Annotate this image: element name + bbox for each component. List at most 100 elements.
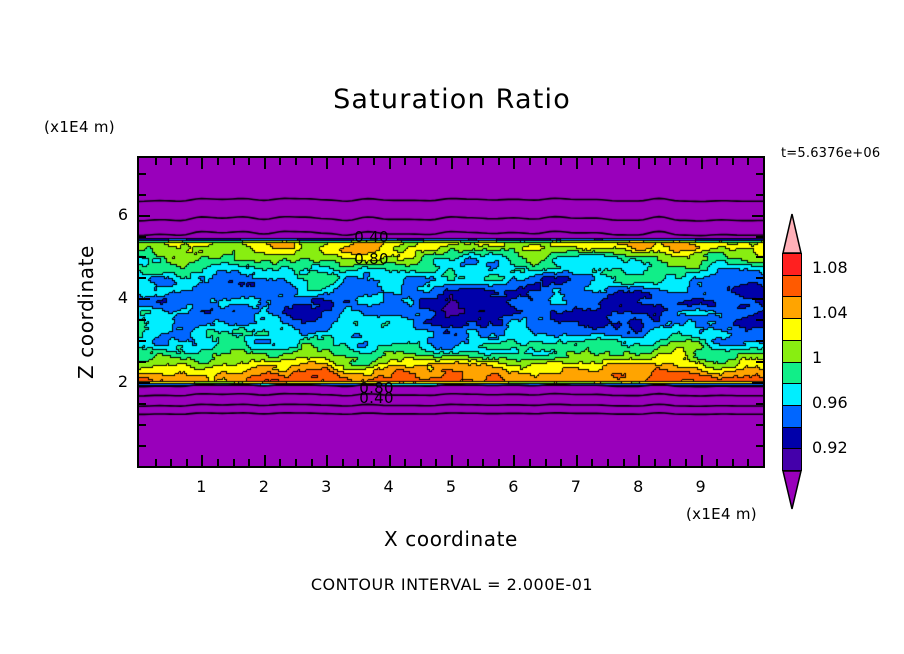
x-tick bbox=[154, 459, 157, 466]
x-tick-top bbox=[591, 158, 594, 165]
y-tick bbox=[139, 235, 146, 238]
x-tick bbox=[653, 459, 656, 466]
x-tick bbox=[575, 455, 578, 466]
y-tick bbox=[139, 298, 150, 301]
y-tick-right bbox=[756, 172, 763, 175]
colorbar-bottom-cap bbox=[782, 470, 802, 510]
y-tick bbox=[139, 445, 146, 448]
y-tick-right bbox=[756, 340, 763, 343]
x-tick-top bbox=[482, 158, 485, 165]
y-tick-right bbox=[756, 256, 763, 259]
x-tick bbox=[170, 459, 173, 466]
y-axis-title: Z coordinate bbox=[74, 245, 98, 379]
y-tick-right bbox=[756, 361, 763, 364]
x-tick-label: 3 bbox=[321, 477, 332, 496]
x-tick bbox=[201, 455, 204, 466]
y-tick bbox=[139, 340, 146, 343]
y-axis-unit-label: (x1E4 m) bbox=[44, 118, 115, 136]
x-tick-top bbox=[685, 158, 687, 165]
x-tick-top bbox=[341, 158, 344, 165]
x-tick-top bbox=[529, 158, 531, 165]
contour-value-label: 0.40 bbox=[354, 227, 389, 246]
y-tick bbox=[139, 193, 146, 196]
x-tick-top bbox=[326, 158, 329, 169]
y-tick-right bbox=[756, 403, 763, 406]
colorbar-band bbox=[782, 318, 802, 342]
x-tick-label: 5 bbox=[445, 477, 457, 496]
x-tick bbox=[622, 459, 625, 466]
y-tick bbox=[139, 382, 150, 385]
x-tick bbox=[435, 459, 438, 466]
x-tick-top bbox=[263, 158, 266, 169]
colorbar-band bbox=[782, 361, 802, 385]
x-axis-unit-label: (x1E4 m) bbox=[686, 505, 757, 523]
x-tick-top bbox=[575, 158, 578, 169]
x-tick bbox=[638, 455, 641, 466]
y-tick-label: 2 bbox=[117, 372, 128, 392]
x-tick-label: 4 bbox=[383, 477, 394, 496]
y-tick bbox=[139, 214, 150, 217]
x-tick bbox=[544, 459, 547, 466]
x-tick bbox=[669, 459, 672, 466]
colorbar-tick-label: 1.04 bbox=[812, 303, 848, 322]
y-tick-label: 4 bbox=[117, 288, 128, 308]
y-tick-right bbox=[756, 319, 763, 322]
y-tick-right bbox=[756, 193, 763, 196]
colorbar-band bbox=[782, 383, 802, 407]
x-axis-title: X coordinate bbox=[384, 527, 518, 551]
y-tick-right bbox=[756, 424, 763, 427]
x-tick bbox=[185, 459, 188, 466]
x-tick bbox=[497, 459, 500, 466]
x-tick-top bbox=[373, 158, 375, 165]
x-tick bbox=[700, 455, 703, 466]
page-title: Saturation Ratio bbox=[333, 84, 571, 115]
x-tick bbox=[731, 459, 734, 466]
x-tick-top bbox=[217, 158, 219, 165]
contour-plot-area: 0.40 0.80 0.80 0.40 bbox=[137, 156, 765, 468]
y-tick-right bbox=[756, 235, 763, 238]
y-tick-right bbox=[752, 298, 763, 301]
x-tick-label: 8 bbox=[633, 477, 644, 496]
colorbar-top-cap bbox=[782, 213, 802, 254]
contour-value-label: 0.40 bbox=[359, 388, 394, 407]
x-tick bbox=[404, 459, 407, 466]
x-tick bbox=[607, 459, 609, 466]
x-tick-top bbox=[185, 158, 188, 165]
y-tick-right bbox=[752, 382, 763, 385]
y-tick bbox=[139, 361, 146, 364]
x-tick-top bbox=[435, 158, 438, 165]
x-tick-top bbox=[201, 158, 204, 169]
x-tick-label: 9 bbox=[695, 477, 706, 496]
x-tick-top bbox=[419, 158, 422, 165]
x-tick-top bbox=[310, 158, 313, 165]
y-tick-right bbox=[756, 445, 763, 448]
x-tick-top bbox=[560, 158, 563, 165]
x-tick-top bbox=[388, 158, 391, 169]
x-tick-top bbox=[404, 158, 407, 165]
x-tick bbox=[451, 455, 453, 466]
y-tick-right bbox=[756, 277, 763, 280]
colorbar-tick-label: 1.08 bbox=[812, 258, 848, 277]
colorbar-band bbox=[782, 339, 802, 363]
x-tick-top bbox=[669, 158, 672, 165]
contour-value-label: 0.80 bbox=[359, 379, 394, 398]
x-tick-top bbox=[466, 158, 469, 165]
x-tick bbox=[248, 459, 251, 466]
x-tick bbox=[326, 455, 329, 466]
colorbar-tick-label: 1 bbox=[812, 348, 823, 367]
x-tick bbox=[373, 459, 375, 466]
x-tick bbox=[560, 459, 563, 466]
y-tick bbox=[139, 319, 146, 322]
x-tick bbox=[388, 455, 391, 466]
x-tick-top bbox=[747, 158, 750, 165]
y-tick bbox=[139, 172, 146, 175]
colorbar-tick-label: 0.92 bbox=[812, 438, 848, 457]
y-tick bbox=[139, 277, 146, 280]
x-tick-top bbox=[653, 158, 656, 165]
x-tick bbox=[513, 455, 516, 466]
x-tick bbox=[217, 459, 219, 466]
x-tick-top bbox=[544, 158, 547, 165]
x-tick bbox=[310, 459, 313, 466]
y-tick-right bbox=[752, 214, 763, 217]
x-tick-top bbox=[513, 158, 516, 169]
